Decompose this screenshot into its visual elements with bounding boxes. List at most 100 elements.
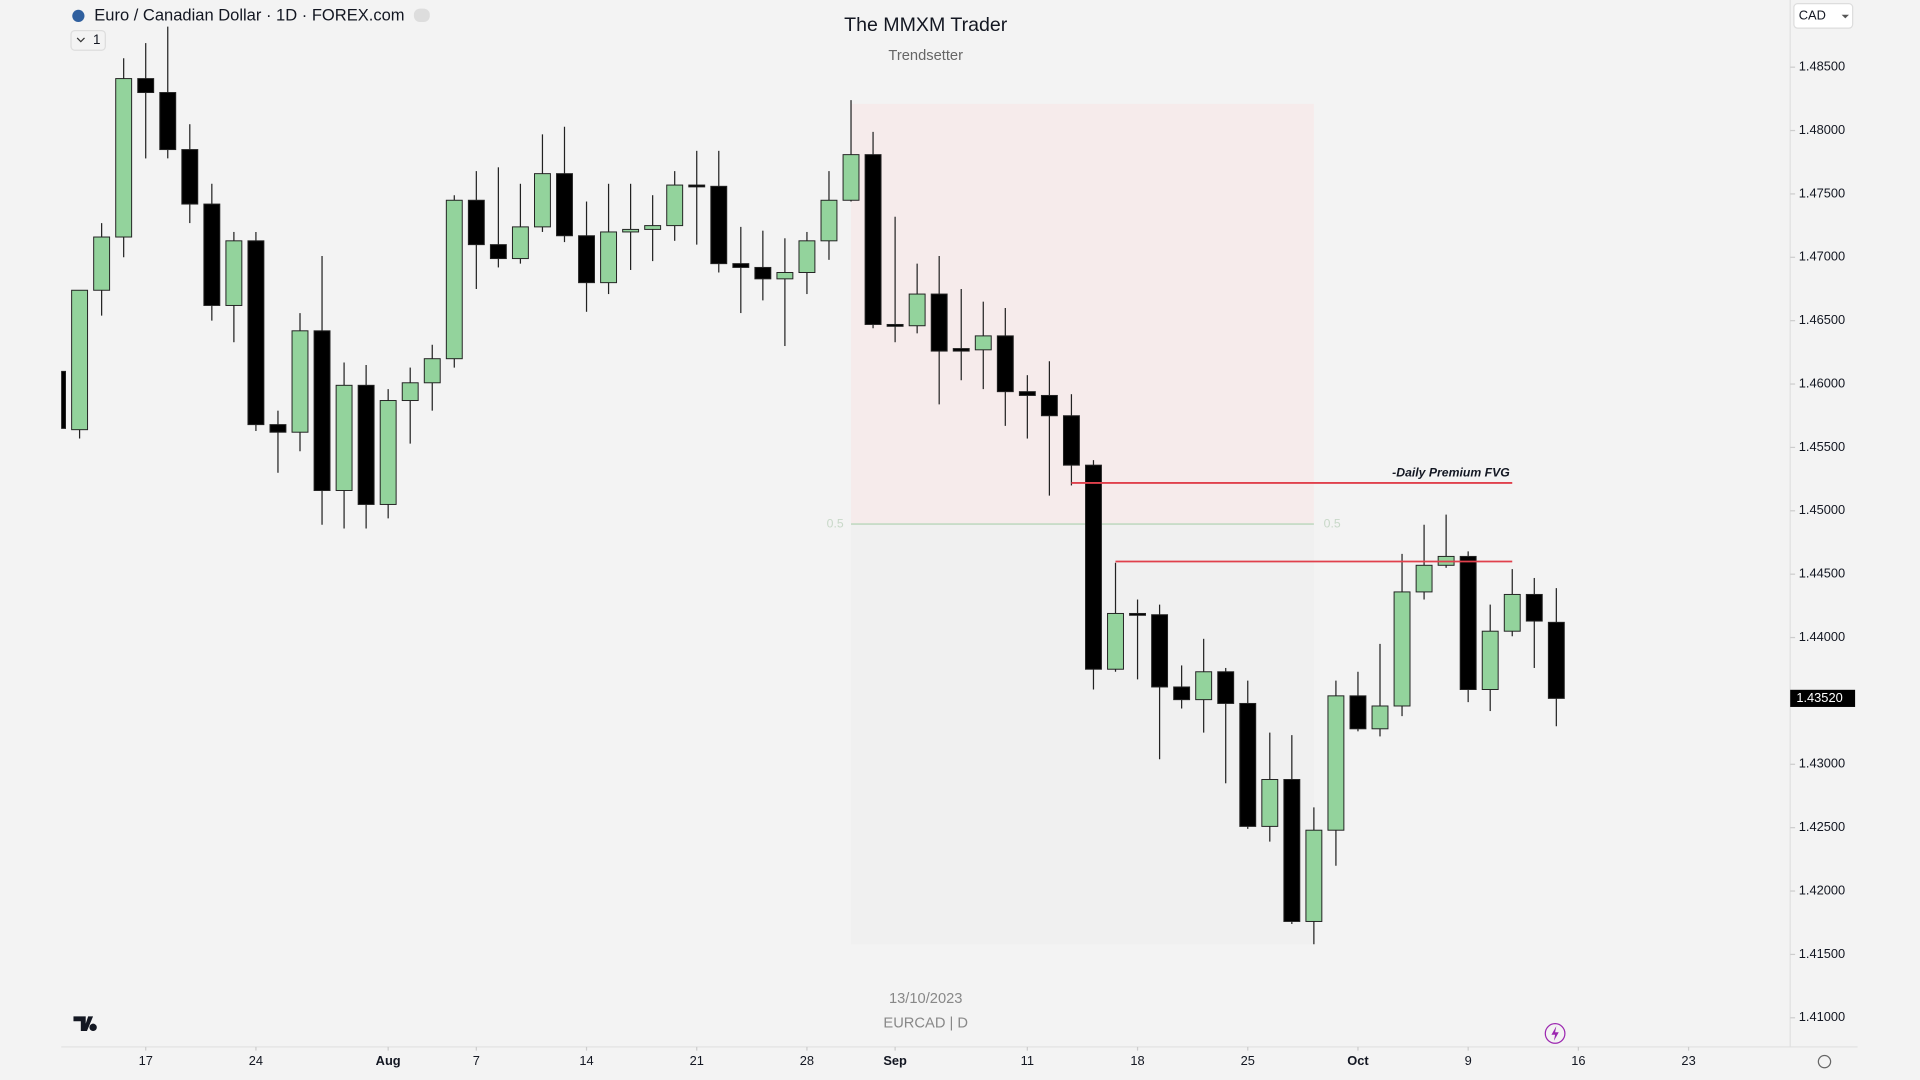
y-tick-label: 1.42000 — [1799, 882, 1845, 897]
candle-body — [1040, 394, 1058, 417]
candle-body — [864, 154, 882, 325]
lightning-icon — [1551, 1026, 1559, 1041]
candle-body — [1349, 695, 1367, 730]
candle-body — [1481, 630, 1499, 690]
y-tick-label: 1.44500 — [1799, 566, 1845, 581]
x-tick-label: Oct — [1347, 1053, 1369, 1068]
candle-body — [1371, 705, 1389, 730]
candle-body — [247, 240, 265, 426]
candle-body — [181, 149, 199, 205]
premium-zone — [851, 103, 1314, 525]
x-tick-label: 24 — [249, 1053, 263, 1068]
watermark-date: 13/10/2023 — [889, 991, 963, 1007]
currency-select[interactable] — [1793, 3, 1854, 29]
settings-button[interactable] — [1817, 1054, 1832, 1069]
x-tick-label: 7 — [473, 1053, 480, 1068]
candle-body — [203, 203, 221, 306]
fib-label: 0.5 — [827, 516, 844, 530]
candle-body — [1547, 621, 1565, 699]
candle-body — [61, 370, 66, 429]
candle-body — [1459, 555, 1477, 690]
currency[interactable]: CAD — [1799, 7, 1826, 22]
indicator-toggle[interactable] — [70, 30, 106, 51]
candle-body — [622, 228, 640, 233]
candle-body — [666, 184, 684, 227]
x-tick-label: 9 — [1465, 1053, 1472, 1068]
last-price-label: 1.43520 — [1796, 690, 1842, 705]
y-tick-label: 1.45000 — [1799, 502, 1845, 517]
candle-body — [732, 263, 750, 268]
candle-body — [1062, 415, 1080, 466]
candle-body — [930, 293, 948, 352]
candle-body — [137, 78, 155, 94]
y-tick-label: 1.42500 — [1799, 819, 1845, 834]
candle-body — [71, 289, 89, 431]
y-tick-label: 1.41500 — [1799, 946, 1845, 961]
candle-body — [908, 293, 926, 327]
candle-body — [1525, 593, 1543, 622]
candle-body — [511, 226, 529, 260]
candle-body — [1129, 612, 1146, 616]
y-tick-label: 1.46000 — [1799, 375, 1845, 390]
x-tick-label: 16 — [1571, 1053, 1585, 1068]
candle-body — [423, 358, 441, 384]
plot-area: 0.5 0.5 — [61, 26, 1565, 945]
candle-body — [754, 266, 772, 280]
candle-body — [1327, 695, 1345, 831]
y-tick-label: 1.48000 — [1799, 122, 1845, 137]
candle-body — [1195, 671, 1213, 701]
candle-body — [1261, 779, 1279, 827]
watermark-symbol: EURCAD | D — [883, 1016, 968, 1032]
y-tick-label: 1.45500 — [1799, 439, 1845, 454]
collapse-button[interactable] — [413, 8, 430, 23]
candle-body — [1217, 671, 1235, 704]
symbol-title[interactable]: Euro / Canadian Dollar · 1D · FOREX.com — [94, 5, 404, 24]
flag-icon — [72, 9, 85, 23]
candle-body — [996, 335, 1014, 393]
candle-body — [1151, 614, 1169, 688]
y-tick-label: 1.47000 — [1799, 249, 1845, 264]
x-tick-label: 25 — [1241, 1053, 1255, 1068]
x-tick-label: 17 — [139, 1053, 153, 1068]
x-tick-label: 28 — [800, 1053, 814, 1068]
candle-body — [401, 382, 419, 402]
candle-body — [115, 78, 133, 238]
y-tick-label: 1.48500 — [1799, 59, 1845, 74]
candle-body — [269, 424, 287, 433]
lightning-button[interactable] — [1544, 1023, 1566, 1044]
candle-body — [974, 335, 992, 351]
last-price-tag — [1790, 689, 1856, 707]
candle-body — [93, 236, 111, 291]
candle-body — [688, 184, 706, 188]
candle-body — [1415, 564, 1433, 593]
dropdown-icon — [1841, 14, 1849, 19]
candle-body — [1239, 702, 1257, 827]
candle-body — [357, 384, 375, 505]
y-tick-label: 1.46500 — [1799, 312, 1845, 327]
candle-body — [1107, 612, 1124, 670]
tradingview-logo[interactable] — [73, 1016, 97, 1032]
candle-body — [1503, 593, 1521, 632]
fvg-label: -Daily Premium FVG — [1392, 465, 1510, 479]
x-tick-label: Sep — [883, 1053, 907, 1068]
candle-body — [313, 330, 331, 492]
chevron-icon — [76, 37, 85, 43]
x-tick-label: Aug — [376, 1053, 401, 1068]
x-tick-label: 18 — [1130, 1053, 1144, 1068]
candle-body — [1305, 829, 1323, 922]
candle-body — [820, 199, 838, 242]
candle-body — [1173, 686, 1191, 701]
candle-body — [225, 240, 243, 306]
candle-body — [1018, 391, 1036, 396]
chart-title: The MMXM Trader — [844, 14, 1008, 36]
candle-body — [644, 225, 662, 230]
candle-body — [159, 92, 177, 151]
x-tick-label: 14 — [579, 1053, 593, 1068]
fib-label: 0.5 — [1324, 516, 1341, 530]
candle-body — [578, 235, 595, 284]
candle-body — [886, 323, 904, 327]
candle-body — [1283, 779, 1301, 922]
candle-body — [291, 330, 309, 433]
candle-body — [952, 348, 970, 352]
